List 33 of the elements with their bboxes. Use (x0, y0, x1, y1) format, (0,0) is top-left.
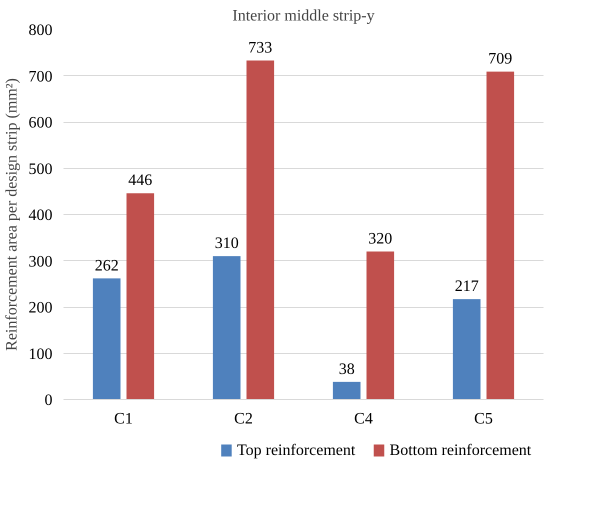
bar (452, 299, 480, 400)
bar (92, 278, 120, 400)
chart-title: Interior middle strip-y (232, 8, 375, 24)
y-tick-label: 500 (28, 160, 52, 178)
data-label: 38 (338, 360, 355, 378)
x-tick-label: C4 (354, 410, 373, 428)
legend-label: Bottom reinforcement (390, 442, 532, 459)
x-tick-label: C2 (234, 410, 253, 428)
y-tick-label: 800 (28, 22, 52, 39)
data-label: 709 (488, 50, 512, 68)
y-axis-title: Reinforcement area per design strip (mm²) (4, 78, 20, 351)
bar (366, 252, 394, 400)
bar (486, 72, 514, 400)
y-tick-label: 600 (28, 114, 52, 132)
y-tick-label: 0 (44, 392, 52, 409)
data-label: 262 (94, 257, 119, 274)
data-label: 320 (368, 230, 392, 248)
x-tick-label: C5 (474, 410, 493, 428)
y-tick-label: 400 (28, 207, 52, 224)
data-label: 310 (214, 235, 239, 252)
y-tick-label: 200 (28, 300, 52, 316)
bar (212, 256, 240, 400)
data-label: 217 (454, 278, 479, 296)
data-label: 446 (128, 172, 152, 190)
legend-label: Top reinforcement (236, 442, 356, 459)
bar (246, 60, 274, 400)
y-tick-label: 700 (28, 68, 52, 86)
y-tick-label: 100 (28, 346, 52, 363)
x-tick-label: C1 (114, 410, 133, 428)
bar (126, 193, 154, 400)
bar (332, 382, 360, 400)
y-tick-label: 300 (28, 253, 52, 270)
data-label: 733 (248, 39, 272, 56)
